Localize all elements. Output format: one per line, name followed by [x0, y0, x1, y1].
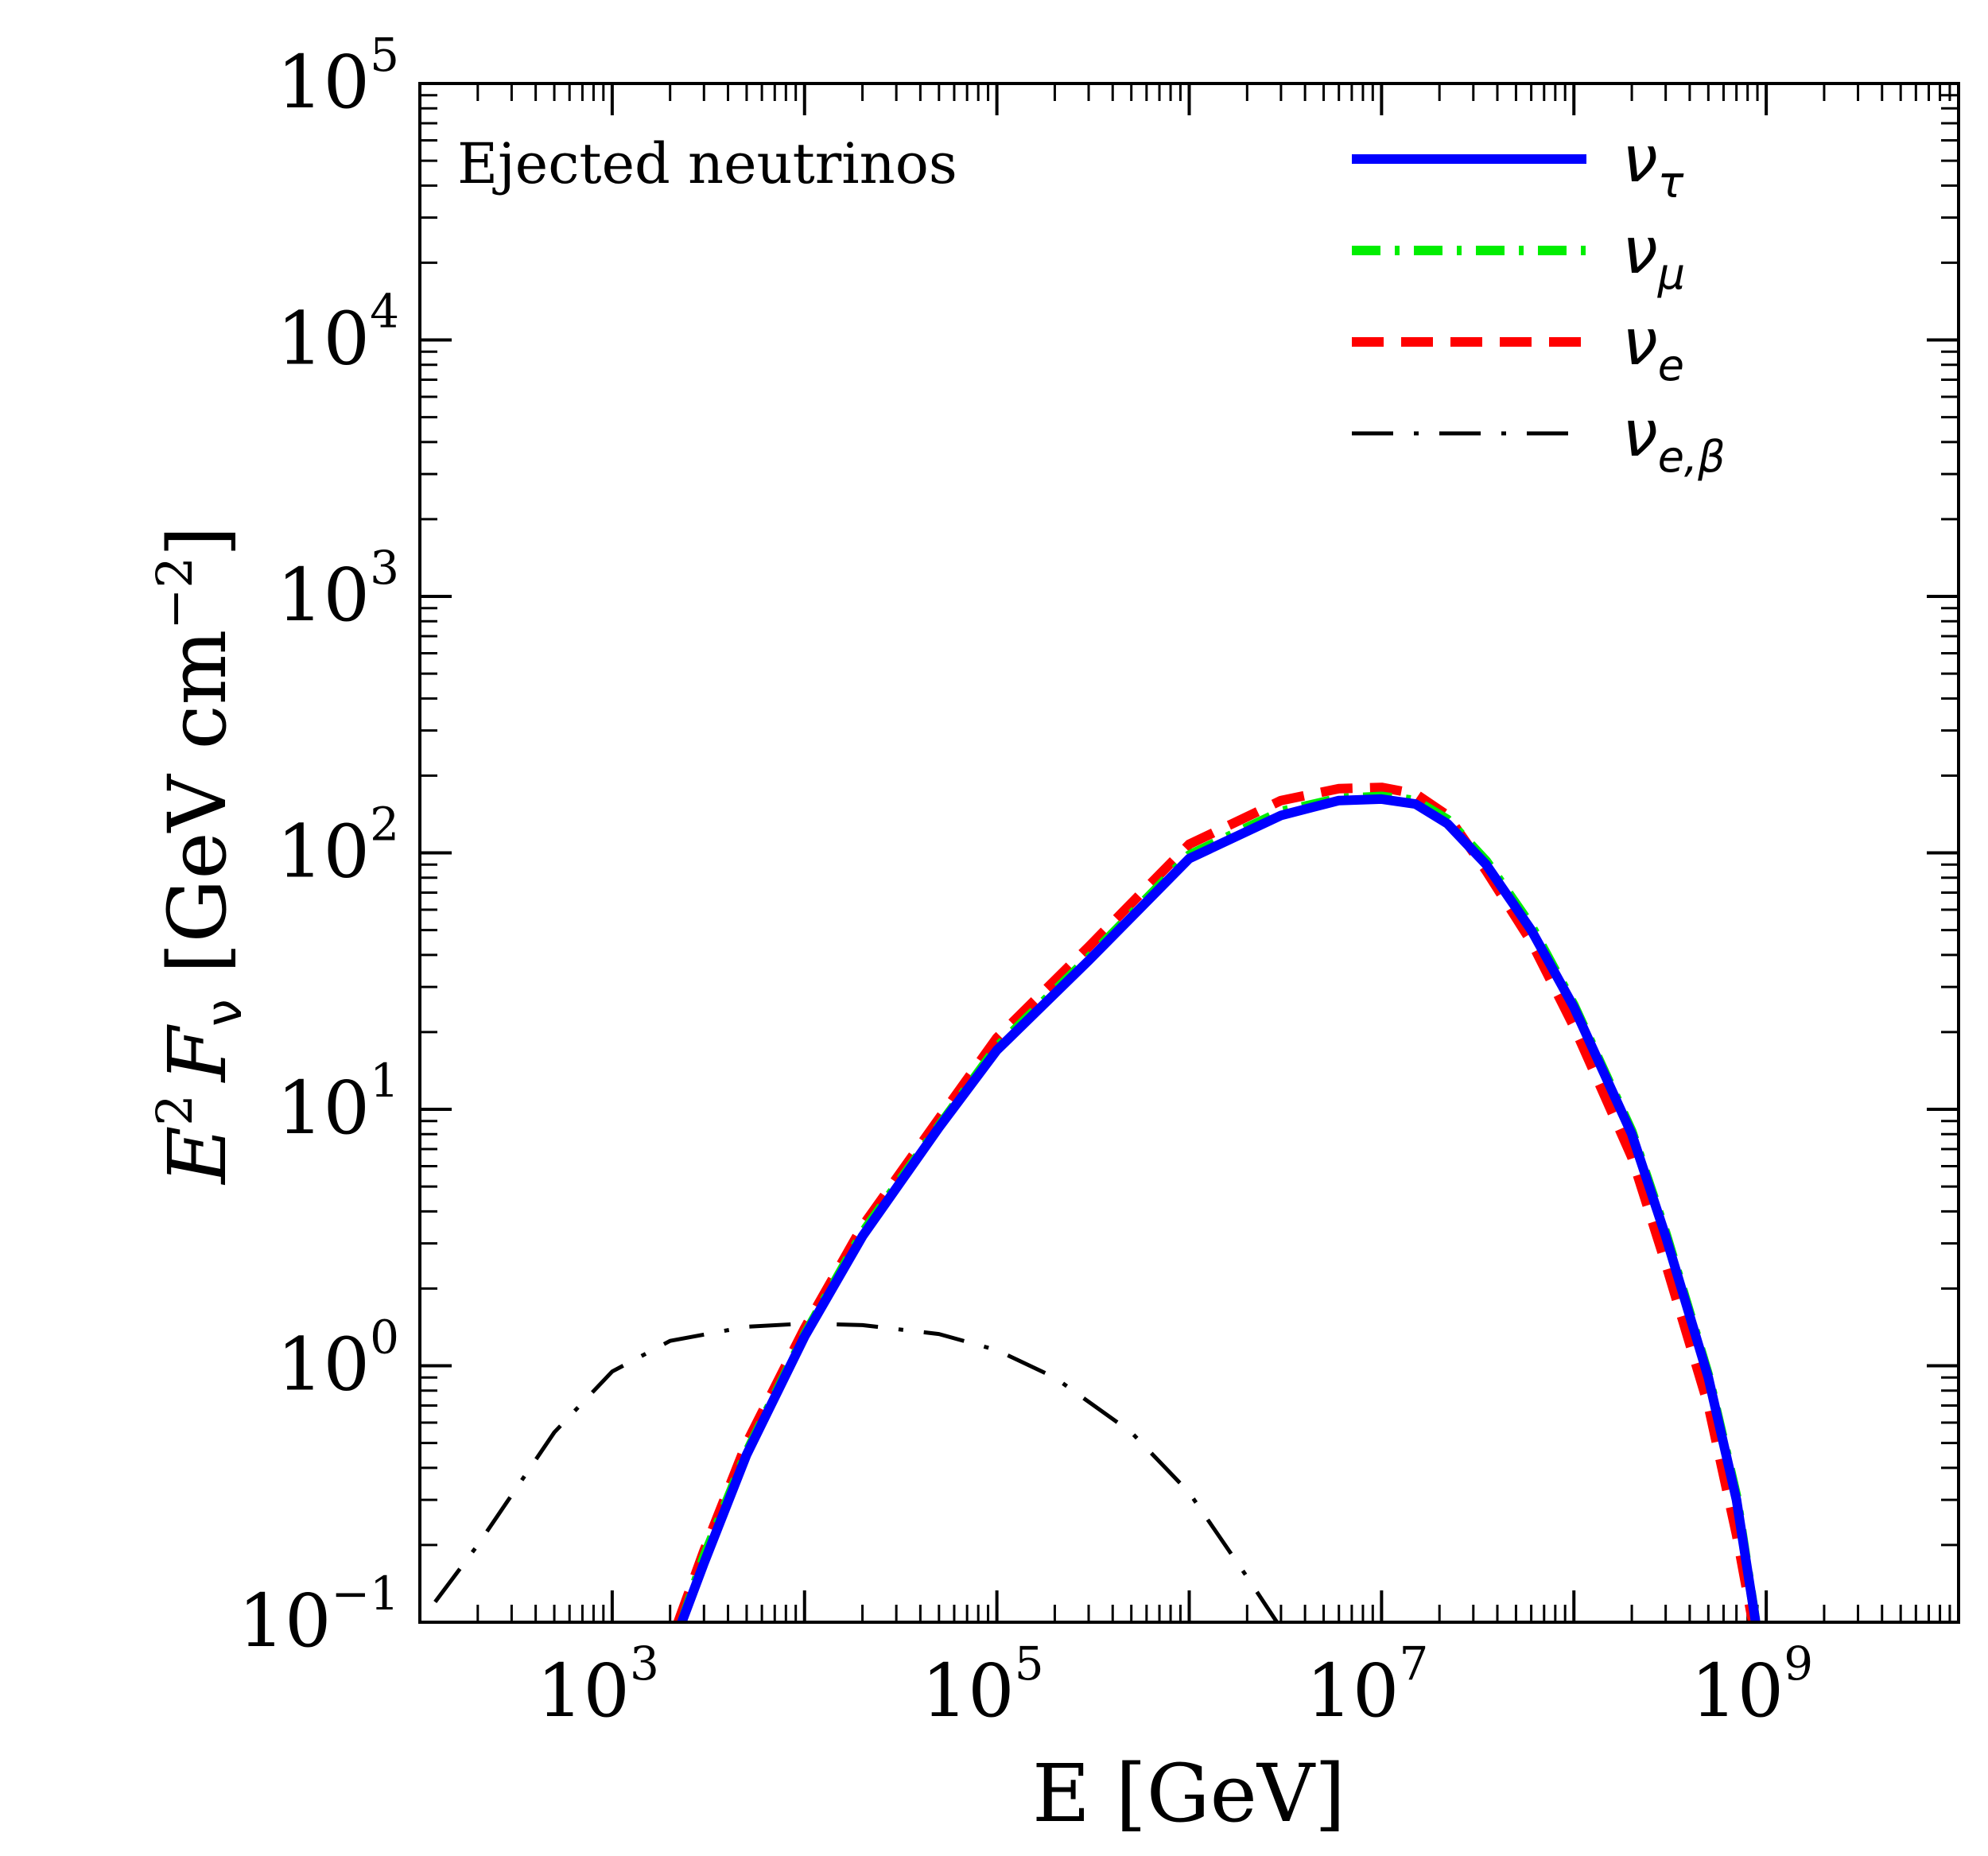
y-tick-label: 104 [277, 285, 399, 382]
y-tick-label-base: 10 [277, 810, 370, 895]
y-axis-title-close: ] [151, 526, 244, 557]
series-layer [433, 782, 1761, 1622]
y-axis-title-flux-sub: ν [195, 999, 253, 1027]
series-line--0 [677, 794, 1761, 1622]
y-tick-label-base: 10 [277, 1322, 370, 1408]
legend-label: νμ [1622, 214, 1685, 299]
y-tick-label-base: 10 [277, 297, 370, 382]
x-tick-label: 103 [537, 1637, 659, 1734]
y-tick-label-exp: 0 [370, 1310, 399, 1365]
y-axis-title: E2 Fν [GeV cm−2] [146, 526, 253, 1186]
plot-frame [418, 82, 1960, 1624]
y-tick-label: 101 [277, 1054, 399, 1151]
x-tick-label-base: 10 [922, 1648, 1015, 1734]
legend-label-subscript: e [1658, 340, 1684, 390]
x-tick-label-base: 10 [537, 1648, 630, 1734]
series-line-e-3 [433, 1322, 1279, 1622]
legend-label: νe [1622, 305, 1684, 390]
y-tick-label: 100 [277, 1310, 399, 1408]
legend-label-subscript: μ [1657, 249, 1685, 299]
legend-label-subscript: τ [1658, 157, 1684, 208]
x-tick-label-exp: 5 [1015, 1637, 1044, 1691]
y-tick-label: 105 [277, 28, 399, 125]
annotation-text: Ejected neutrinos [457, 131, 957, 196]
y-axis-title-flux: F [151, 1023, 244, 1083]
y-tick-label-exp: 2 [370, 798, 399, 852]
y-tick-label-exp: 1 [370, 1054, 399, 1108]
legend-label: ντ [1622, 122, 1684, 208]
minor-ticks [420, 83, 1959, 1622]
x-tick-label-exp: 7 [1399, 1637, 1428, 1691]
x-tick-label-base: 10 [1691, 1648, 1784, 1734]
legend-label-symbol: ν [1622, 397, 1658, 471]
y-axis-title-units: [GeV cm [151, 630, 244, 1000]
legend-label-symbol: ν [1622, 305, 1658, 379]
y-tick-label: 102 [277, 798, 399, 895]
y-tick-label-exp: −1 [332, 1567, 400, 1621]
y-tick-label: 10−1 [238, 1567, 399, 1664]
x-tick-labels: 103 105 107 109 [537, 1637, 1813, 1734]
legend-label-symbol: ν [1622, 214, 1658, 288]
x-tick-label-base: 10 [1306, 1648, 1399, 1734]
y-tick-label-exp: 3 [370, 541, 399, 595]
legend-label-subscript: e,β [1658, 432, 1726, 482]
y-axis-title-base: E [151, 1126, 244, 1186]
y-tick-label: 103 [277, 541, 399, 638]
y-tick-label-exp: 5 [370, 28, 399, 82]
y-tick-label-base: 10 [238, 1578, 331, 1664]
y-tick-label-base: 10 [277, 1066, 370, 1151]
x-tick-label-exp: 3 [630, 1637, 659, 1691]
legend-label-symbol: ν [1622, 122, 1658, 196]
legend-label: νe,β [1622, 397, 1726, 482]
y-axis-title-units-sup: −2 [146, 557, 204, 629]
x-tick-label-exp: 9 [1784, 1637, 1813, 1691]
x-tick-label: 109 [1691, 1637, 1813, 1734]
x-axis-title: E [GeV] [1032, 1747, 1345, 1840]
y-axis-title-base-sup: 2 [146, 1094, 204, 1125]
x-tick-label: 107 [1306, 1637, 1428, 1734]
y-tick-label-exp: 4 [370, 285, 399, 339]
y-tick-label-base: 10 [277, 553, 370, 638]
x-tick-label: 105 [922, 1637, 1044, 1734]
y-tick-label-base: 10 [277, 40, 370, 125]
